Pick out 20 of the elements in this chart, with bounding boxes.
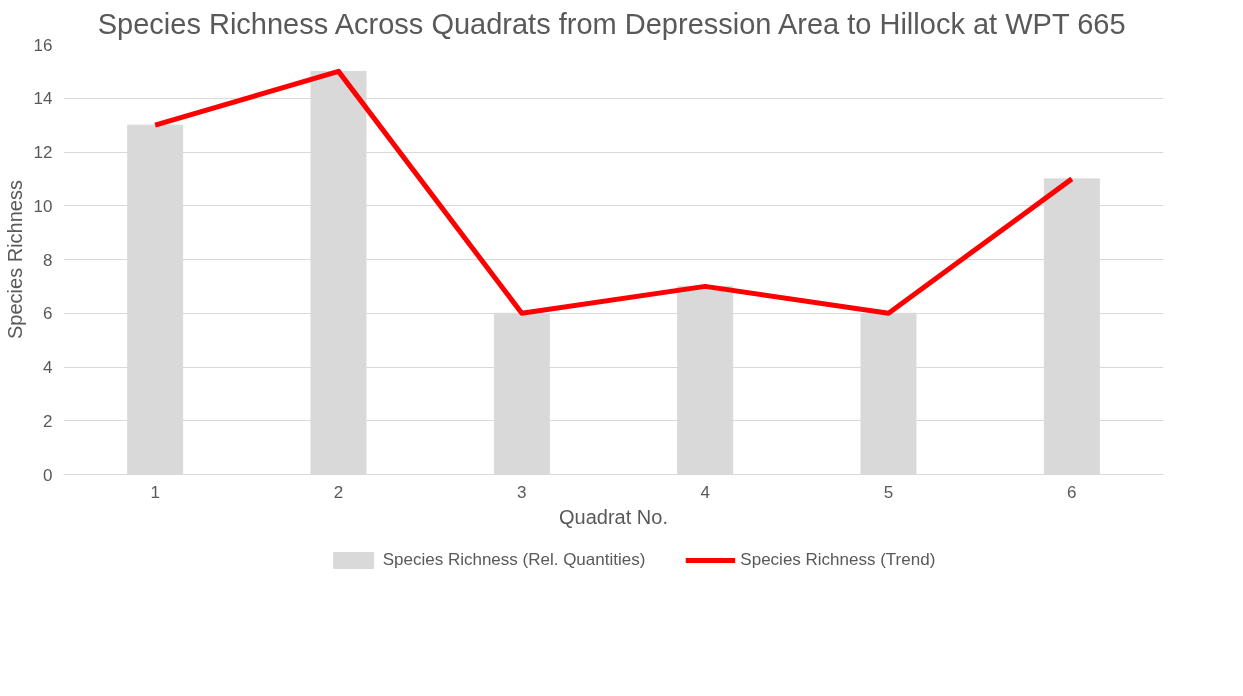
x-axis-title: Quadrat No. [559, 505, 668, 528]
y-tick-label: 0 [43, 465, 53, 485]
x-tick-label: 1 [150, 482, 160, 502]
x-tick-label: 3 [517, 482, 527, 502]
y-tick-label: 10 [33, 196, 53, 216]
y-tick-label: 4 [43, 358, 53, 377]
x-tick-label: 5 [883, 482, 894, 502]
y-tick-label: 2 [43, 411, 53, 431]
y-tick-label: 16 [33, 35, 53, 55]
legend-label: Species Richness (Trend) [740, 550, 936, 570]
y-tick-label: 12 [33, 143, 53, 162]
legend-label: Species Richness (Rel. Quantities) [382, 550, 646, 570]
y-axis-title: Species Richness [3, 180, 26, 339]
y-tick-label: 6 [43, 304, 53, 324]
chart-title: Species Richness Across Quadrats from Depression Area to Hillock at WPT 665 [97, 7, 1126, 40]
y-tick-label: 14 [33, 89, 53, 109]
x-tick-label: 4 [700, 482, 710, 502]
y-tick-label: 8 [43, 250, 53, 270]
x-tick-label: 6 [1067, 482, 1077, 502]
x-tick-label: 2 [333, 482, 344, 502]
